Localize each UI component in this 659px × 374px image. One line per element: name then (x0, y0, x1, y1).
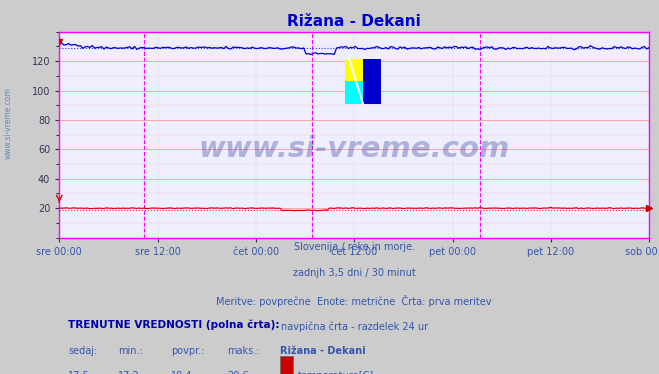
Text: Slovenija / reke in morje.: Slovenija / reke in morje. (294, 242, 415, 251)
Bar (363, 59, 381, 104)
Text: maks.:: maks.: (227, 346, 260, 356)
Bar (281, 356, 293, 374)
Title: Rižana - Dekani: Rižana - Dekani (287, 14, 421, 29)
Text: www.si-vreme.com: www.si-vreme.com (3, 88, 13, 159)
Bar (345, 81, 363, 104)
Text: TRENUTNE VREDNOSTI (polna črta):: TRENUTNE VREDNOSTI (polna črta): (68, 320, 279, 330)
Text: www.si-vreme.com: www.si-vreme.com (198, 135, 510, 163)
Bar (345, 59, 363, 81)
Text: 18,4: 18,4 (171, 371, 193, 374)
Text: sedaj:: sedaj: (68, 346, 98, 356)
Text: navpična črta - razdelek 24 ur: navpična črta - razdelek 24 ur (281, 321, 428, 332)
Text: 20,6: 20,6 (227, 371, 249, 374)
Text: temperatura[C]: temperatura[C] (298, 371, 374, 374)
Text: zadnjh 3,5 dni / 30 minut: zadnjh 3,5 dni / 30 minut (293, 268, 416, 278)
Text: Meritve: povprečne  Enote: metrične  Črta: prva meritev: Meritve: povprečne Enote: metrične Črta:… (216, 295, 492, 307)
Text: 17,5: 17,5 (68, 371, 90, 374)
Text: Rižana - Dekani: Rižana - Dekani (281, 346, 366, 356)
Text: 17,2: 17,2 (119, 371, 140, 374)
Text: min.:: min.: (119, 346, 143, 356)
Text: povpr.:: povpr.: (171, 346, 205, 356)
